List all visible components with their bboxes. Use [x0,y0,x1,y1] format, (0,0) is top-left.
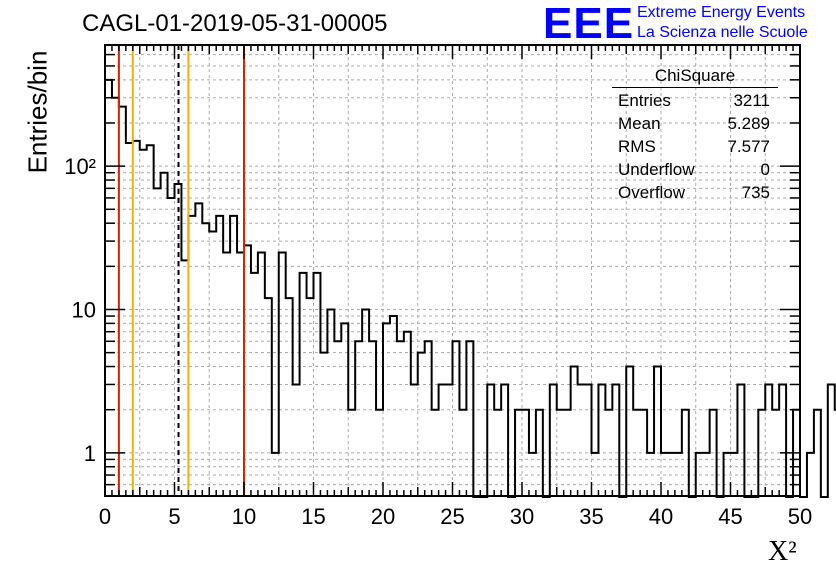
x-tick-label: 30 [510,504,534,529]
y-axis-label: Entries/bin [22,50,53,174]
x-tick-label: 0 [99,504,111,529]
x-tick-label: 5 [168,504,180,529]
logo-subtitle-1: Extreme Energy Events [637,4,806,21]
logo-subtitle-2: La Scienza nelle Scuole [637,24,808,41]
stats-value: 735 [741,183,770,202]
stats-row-mean: Mean 5.289 [612,112,778,135]
x-tick-label: 20 [371,504,395,529]
stats-label: Mean [618,114,661,133]
x-tick-label: 25 [440,504,464,529]
stats-value: 5.289 [727,114,770,133]
y-tick-label: 10 [72,297,96,322]
x-tick-label: 40 [649,504,673,529]
y-tick-label: 10² [64,154,96,179]
eee-logo: EEE [543,0,635,48]
x-tick-label: 50 [788,504,812,529]
y-tick-label: 1 [84,441,96,466]
stats-label: Overflow [618,183,686,202]
stats-value: 0 [760,160,770,179]
stats-title: ChiSquare [612,66,778,88]
x-tick-label: 10 [232,504,256,529]
axis-ticks [104,44,801,497]
stats-row-underflow: Underflow 0 [612,158,778,181]
stats-value: 7.577 [727,137,770,156]
reference-lines [117,45,245,496]
run-title: CAGL-01-2019-05-31-00005 [82,10,388,37]
stats-row-rms: RMS 7.577 [612,135,778,158]
tick-labels: 0 5 10 15 20 25 30 35 40 45 50 1 10 10² [64,154,812,529]
stats-label: Underflow [618,160,695,179]
x-tick-label: 35 [579,504,603,529]
stats-label: RMS [618,137,656,156]
x-axis-label: X² [768,536,797,567]
stats-row-entries: Entries 3211 [612,89,778,112]
stats-row-overflow: Overflow 735 [612,181,778,204]
stats-box: ChiSquare Entries 3211 Mean 5.289 RMS 7.… [612,66,778,204]
stats-value: 3211 [733,91,770,110]
x-tick-label: 15 [301,504,325,529]
x-tick-label: 45 [718,504,742,529]
stats-label: Entries [618,91,671,110]
